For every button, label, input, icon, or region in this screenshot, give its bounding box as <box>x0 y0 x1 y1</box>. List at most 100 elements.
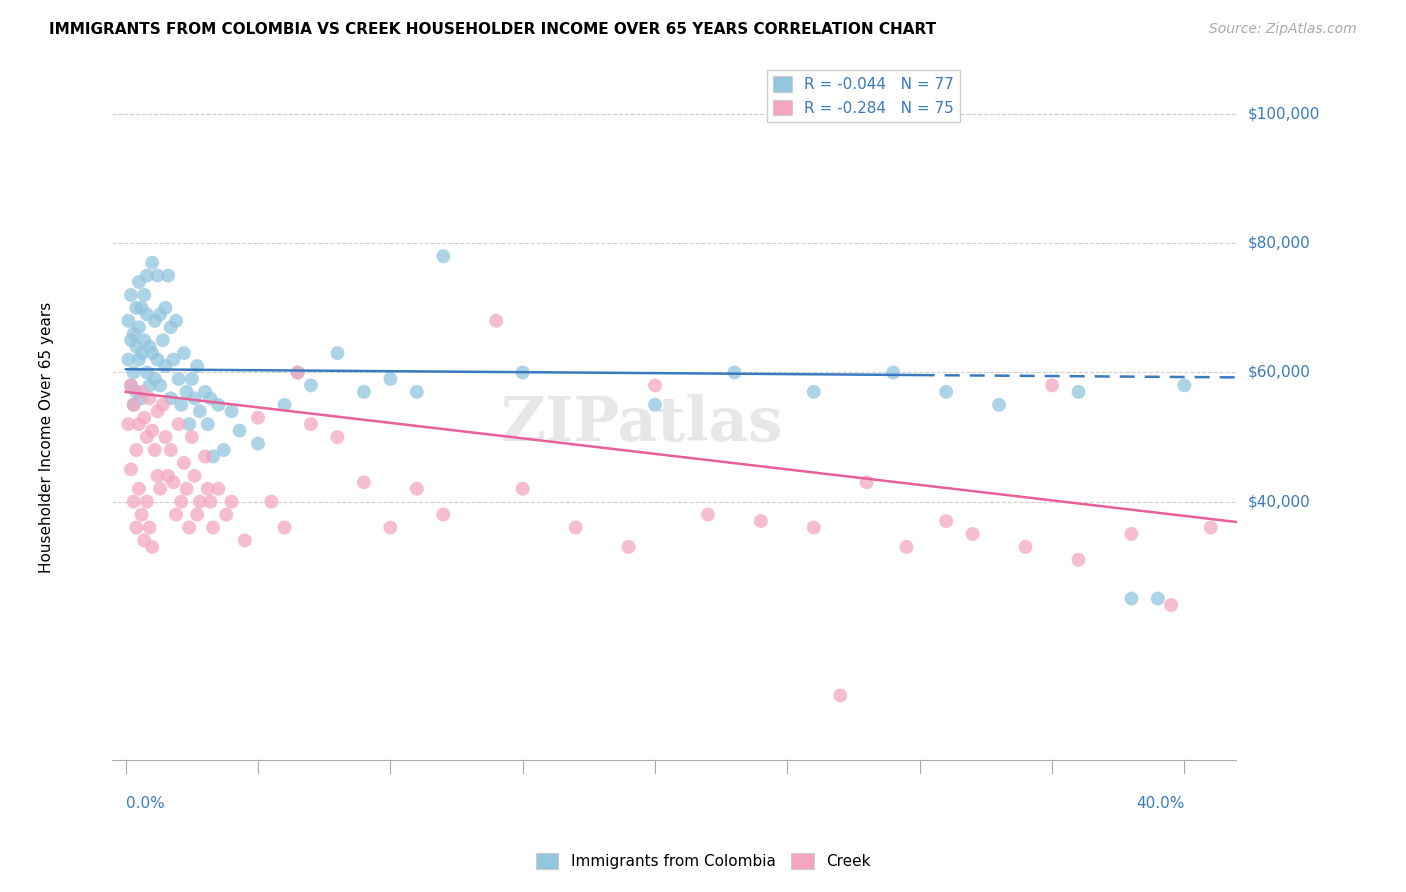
Point <box>260 494 283 508</box>
Point <box>188 494 211 508</box>
Point <box>179 417 201 432</box>
Point <box>644 398 666 412</box>
Point <box>128 275 150 289</box>
Point <box>157 268 180 283</box>
Point <box>200 494 222 508</box>
Point <box>170 494 193 508</box>
Point <box>215 508 238 522</box>
Point <box>432 249 454 263</box>
Point <box>155 430 177 444</box>
Point <box>122 398 145 412</box>
Point <box>159 442 181 457</box>
Point <box>405 482 427 496</box>
Point <box>697 508 720 522</box>
Point <box>221 494 243 508</box>
Point <box>183 392 205 406</box>
Point <box>173 346 195 360</box>
Point <box>138 378 160 392</box>
Point <box>155 301 177 315</box>
Point <box>120 288 142 302</box>
Point <box>135 494 157 508</box>
Point <box>167 372 190 386</box>
Point <box>353 475 375 490</box>
Point <box>273 398 295 412</box>
Text: $100,000: $100,000 <box>1249 107 1320 121</box>
Point <box>405 384 427 399</box>
Point <box>138 520 160 534</box>
Point <box>287 366 309 380</box>
Point <box>353 384 375 399</box>
Point <box>485 314 508 328</box>
Point <box>830 689 852 703</box>
Point <box>125 340 148 354</box>
Text: $80,000: $80,000 <box>1249 235 1310 251</box>
Point <box>117 352 139 367</box>
Point <box>176 384 198 399</box>
Point <box>120 378 142 392</box>
Point <box>146 352 169 367</box>
Point <box>131 508 153 522</box>
Point <box>138 392 160 406</box>
Point <box>882 366 904 380</box>
Point <box>564 520 586 534</box>
Point <box>200 392 222 406</box>
Point <box>141 346 163 360</box>
Text: Householder Income Over 65 years: Householder Income Over 65 years <box>39 301 53 573</box>
Point <box>197 482 219 496</box>
Text: IMMIGRANTS FROM COLOMBIA VS CREEK HOUSEHOLDER INCOME OVER 65 YEARS CORRELATION C: IMMIGRANTS FROM COLOMBIA VS CREEK HOUSEH… <box>49 22 936 37</box>
Point <box>299 378 322 392</box>
Point <box>134 533 156 548</box>
Point <box>1040 378 1063 392</box>
Point <box>167 417 190 432</box>
Text: Source: ZipAtlas.com: Source: ZipAtlas.com <box>1209 22 1357 37</box>
Legend: Immigrants from Colombia, Creek: Immigrants from Colombia, Creek <box>530 847 876 875</box>
Point <box>179 520 201 534</box>
Point <box>1173 378 1195 392</box>
Point <box>120 333 142 347</box>
Point <box>128 320 150 334</box>
Point <box>221 404 243 418</box>
Point <box>935 384 957 399</box>
Point <box>125 442 148 457</box>
Text: $40,000: $40,000 <box>1249 494 1310 509</box>
Point <box>165 314 187 328</box>
Point <box>135 366 157 380</box>
Text: 0.0%: 0.0% <box>125 796 165 811</box>
Point <box>165 508 187 522</box>
Point <box>1199 520 1222 534</box>
Point <box>1067 384 1090 399</box>
Point <box>152 333 174 347</box>
Point <box>273 520 295 534</box>
Point <box>122 398 145 412</box>
Point <box>749 514 772 528</box>
Point <box>803 384 825 399</box>
Point <box>644 378 666 392</box>
Point <box>143 314 166 328</box>
Point <box>159 320 181 334</box>
Point <box>134 333 156 347</box>
Point <box>935 514 957 528</box>
Point <box>120 378 142 392</box>
Point <box>125 384 148 399</box>
Point <box>194 384 217 399</box>
Legend: R = -0.044   N = 77, R = -0.284   N = 75: R = -0.044 N = 77, R = -0.284 N = 75 <box>768 70 960 122</box>
Point <box>1014 540 1036 554</box>
Point <box>146 268 169 283</box>
Point <box>135 307 157 321</box>
Point <box>380 520 402 534</box>
Point <box>617 540 640 554</box>
Point <box>326 346 349 360</box>
Point <box>149 307 172 321</box>
Point <box>247 436 270 450</box>
Point <box>1160 598 1182 612</box>
Point <box>128 352 150 367</box>
Text: $60,000: $60,000 <box>1249 365 1310 380</box>
Point <box>202 450 225 464</box>
Point <box>233 533 256 548</box>
Point <box>962 527 984 541</box>
Point <box>134 410 156 425</box>
Point <box>146 404 169 418</box>
Point <box>186 508 208 522</box>
Point <box>326 430 349 444</box>
Point <box>120 462 142 476</box>
